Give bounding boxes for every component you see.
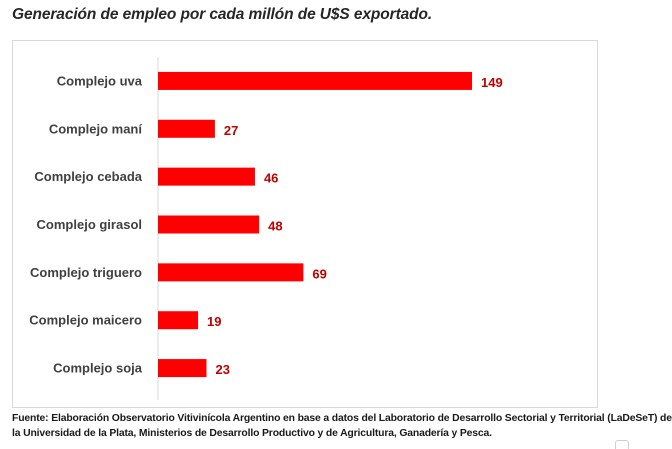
data-label: 46 [264, 171, 278, 186]
bar-complejo-cebada [158, 167, 255, 186]
resize-handle [615, 440, 629, 449]
data-label: 149 [481, 75, 503, 90]
data-label: 48 [268, 219, 282, 234]
bar-complejo-uva [158, 71, 472, 90]
chart-title: Generación de empleo por cada millón de … [12, 6, 433, 23]
category-label: Complejo soja [53, 361, 143, 376]
category-label: Complejo triguero [30, 265, 142, 280]
category-label: Complejo girasol [37, 217, 142, 232]
bar-complejo-maicero [158, 311, 199, 330]
data-label: 27 [224, 123, 238, 138]
data-label: 23 [215, 362, 229, 377]
category-label: Complejo cebada [34, 169, 142, 184]
category-label: Complejo maní [49, 121, 143, 136]
bar-complejo-soja [158, 359, 207, 378]
bar-complejo-maní [158, 119, 215, 138]
category-label: Complejo uva [57, 73, 143, 88]
data-label: 19 [207, 314, 221, 329]
data-label: 69 [312, 266, 326, 281]
category-label: Complejo maicero [29, 313, 142, 328]
bar-complejo-triguero [158, 263, 304, 282]
source-note: Fuente: Elaboración Observatorio Vitivin… [12, 413, 672, 439]
bar-complejo-girasol [158, 215, 260, 234]
chart-frame [12, 40, 598, 408]
bars-group: Complejo uva 149 Complejo maní 27 Complejo c… [29, 71, 503, 378]
